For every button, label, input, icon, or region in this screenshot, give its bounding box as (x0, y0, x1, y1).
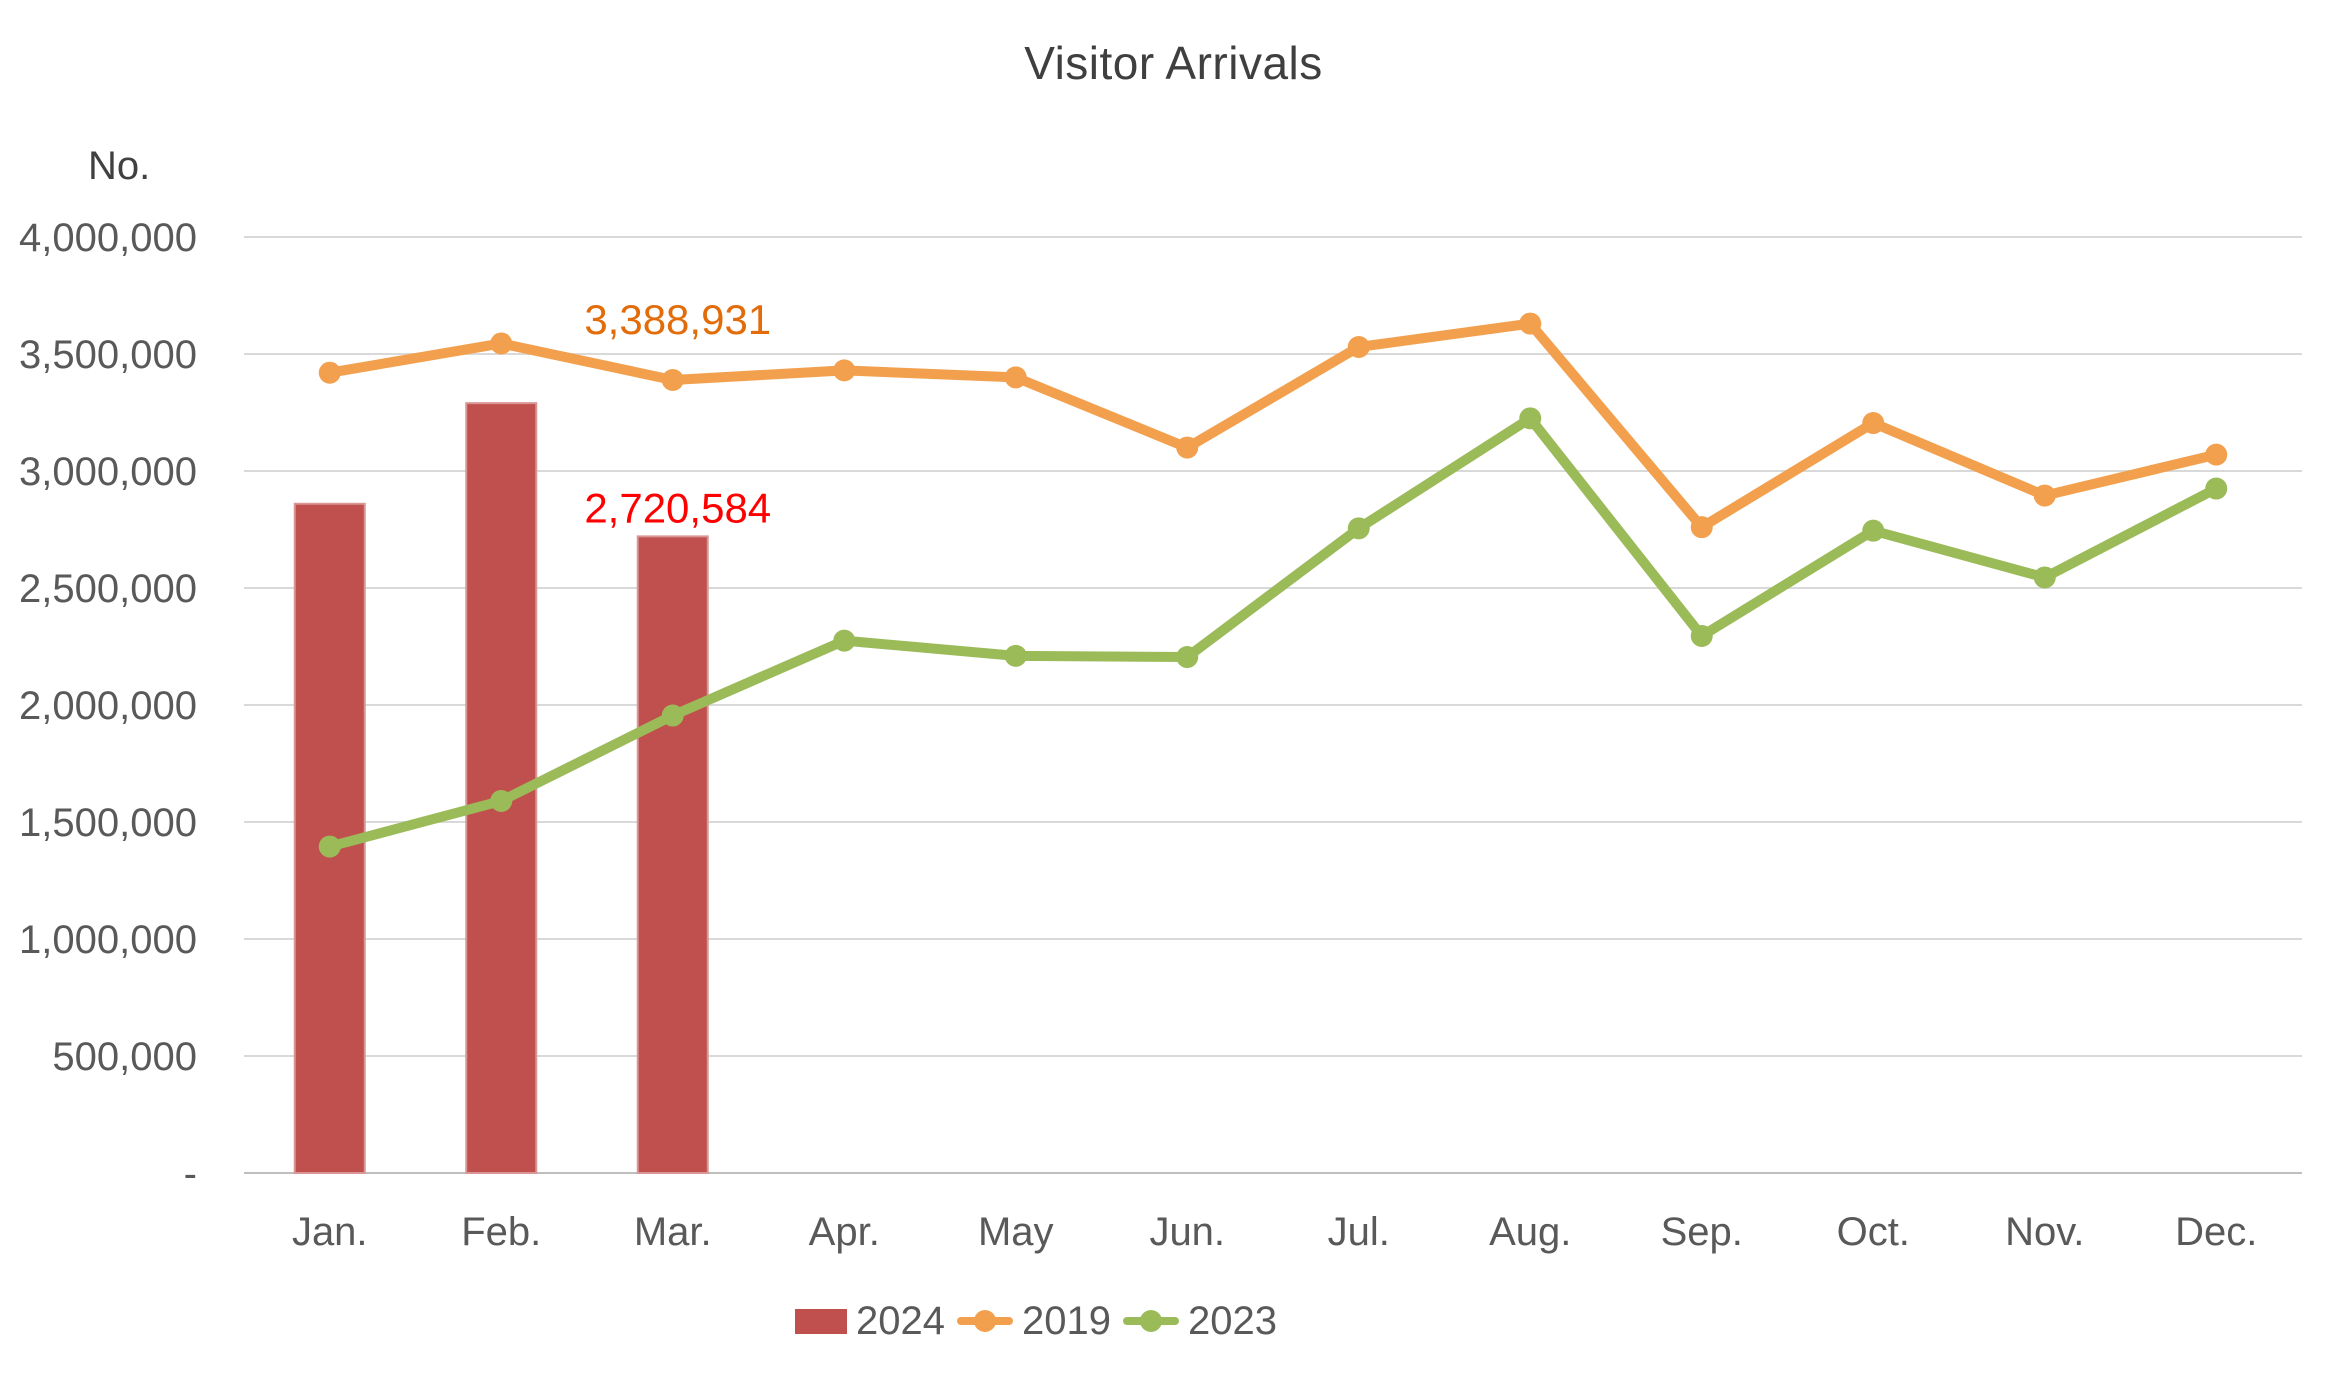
legend-item-2023: 2023 (1123, 1299, 1277, 1344)
x-tick-label-Feb.: Feb. (461, 1210, 541, 1254)
x-tick-label-Aug.: Aug. (1489, 1210, 1571, 1254)
point-2023-Mar. (661, 704, 684, 727)
x-tick-label-Jun.: Jun. (1149, 1210, 1225, 1254)
point-2019-Nov. (2033, 484, 2056, 507)
point-2023-Jul. (1347, 517, 1370, 540)
legend-item-2024: 2024 (795, 1299, 945, 1344)
y-tick-label-3500000: 3,500,000 (19, 333, 197, 377)
chart-title: Visitor Arrivals (1024, 37, 1323, 89)
y-tick-label-2500000: 2,500,000 (19, 567, 197, 611)
x-tick-label-Apr.: Apr. (809, 1210, 880, 1254)
y-tick-label-2000000: 2,000,000 (19, 684, 197, 728)
bar-2024-Mar. (636, 535, 709, 1174)
data-label-2019-Mar.: 3,388,931 (584, 296, 771, 343)
y-axis-unit-label: No. (88, 144, 151, 188)
y-tick-label-1500000: 1,500,000 (19, 801, 197, 845)
point-2019-Aug. (1519, 312, 1542, 335)
point-2019-Apr. (833, 359, 856, 382)
point-2019-Jun. (1176, 436, 1199, 459)
line-2019 (328, 318, 2218, 533)
y-tick-label-500000: 500,000 (52, 1035, 197, 1079)
legend: 2024 2019 2023 (795, 1296, 1277, 1346)
x-tick-label-Sep.: Sep. (1661, 1210, 1743, 1254)
point-2023-Oct. (1862, 519, 1885, 542)
legend-bar-swatch-icon (795, 1308, 847, 1334)
legend-label-2024: 2024 (856, 1298, 945, 1343)
legend-dot-2019 (974, 1310, 996, 1332)
point-2023-Jan. (318, 835, 341, 858)
point-2019-Dec. (2205, 443, 2228, 466)
y-tick-label-1000000: 1,000,000 (19, 918, 197, 962)
point-2023-Aug. (1519, 407, 1542, 430)
point-2019-Sep. (1690, 516, 1713, 539)
line-2023 (328, 413, 2219, 852)
y-tick-label-3000000: 3,000,000 (19, 450, 197, 494)
legend-label-2019: 2019 (1022, 1298, 1111, 1343)
point-2023-May (1004, 644, 1027, 667)
legend-label-2023: 2023 (1188, 1298, 1277, 1343)
y-tick-label-0: - (184, 1152, 197, 1196)
point-2023-Nov. (2033, 566, 2056, 589)
point-2023-Feb. (490, 789, 513, 812)
y-tick-label-4000000: 4,000,000 (19, 216, 197, 260)
point-2023-Jun. (1176, 646, 1199, 669)
x-tick-label-Nov.: Nov. (2005, 1210, 2084, 1254)
point-2023-Dec. (2205, 477, 2228, 500)
point-2019-Feb. (490, 332, 513, 355)
x-tick-label-Oct.: Oct. (1837, 1210, 1910, 1254)
x-tick-label-Jul.: Jul. (1328, 1210, 1390, 1254)
point-2019-Jan. (318, 361, 341, 384)
x-tick-label-Jan.: Jan. (292, 1210, 368, 1254)
point-2019-Oct. (1862, 412, 1885, 435)
x-tick-label-May: May (978, 1210, 1054, 1254)
legend-item-2019: 2019 (957, 1299, 1111, 1344)
x-tick-label-Dec.: Dec. (2175, 1210, 2257, 1254)
legend-line-dot-icon-2019 (957, 1306, 1013, 1336)
point-2019-Jul. (1347, 335, 1370, 358)
x-tick-label-Mar.: Mar. (634, 1210, 712, 1254)
point-2019-May (1004, 366, 1027, 389)
legend-dot-2023 (1140, 1310, 1162, 1332)
point-2019-Mar. (661, 368, 684, 391)
point-2023-Apr. (833, 629, 856, 652)
legend-line-dot-icon-2023 (1123, 1306, 1179, 1336)
data-label-2024-Mar.: 2,720,584 (584, 484, 771, 531)
point-2023-Sep. (1690, 624, 1713, 647)
